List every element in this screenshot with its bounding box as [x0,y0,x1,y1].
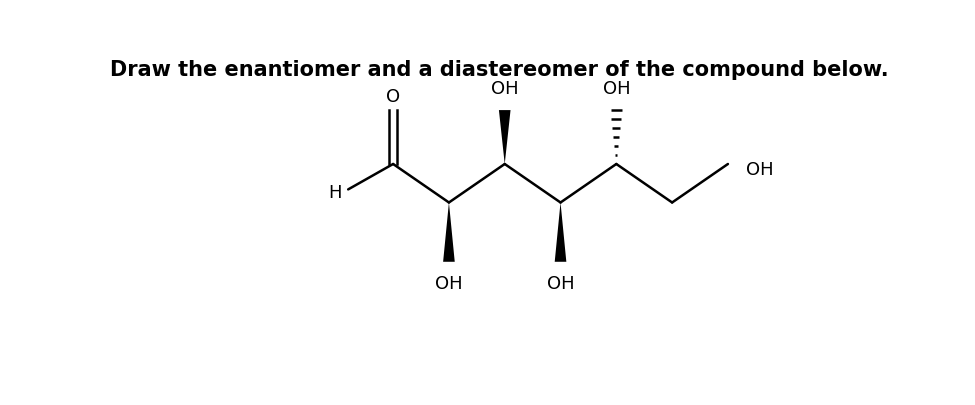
Text: OH: OH [435,275,463,292]
Polygon shape [499,111,511,164]
Text: OH: OH [547,275,574,292]
Text: O: O [386,88,400,106]
Text: Draw the enantiomer and a diastereomer of the compound below.: Draw the enantiomer and a diastereomer o… [110,60,889,79]
Polygon shape [555,203,566,262]
Text: OH: OH [603,80,630,98]
Text: OH: OH [746,161,773,179]
Text: H: H [329,184,342,202]
Polygon shape [443,203,454,262]
Text: OH: OH [491,80,519,98]
